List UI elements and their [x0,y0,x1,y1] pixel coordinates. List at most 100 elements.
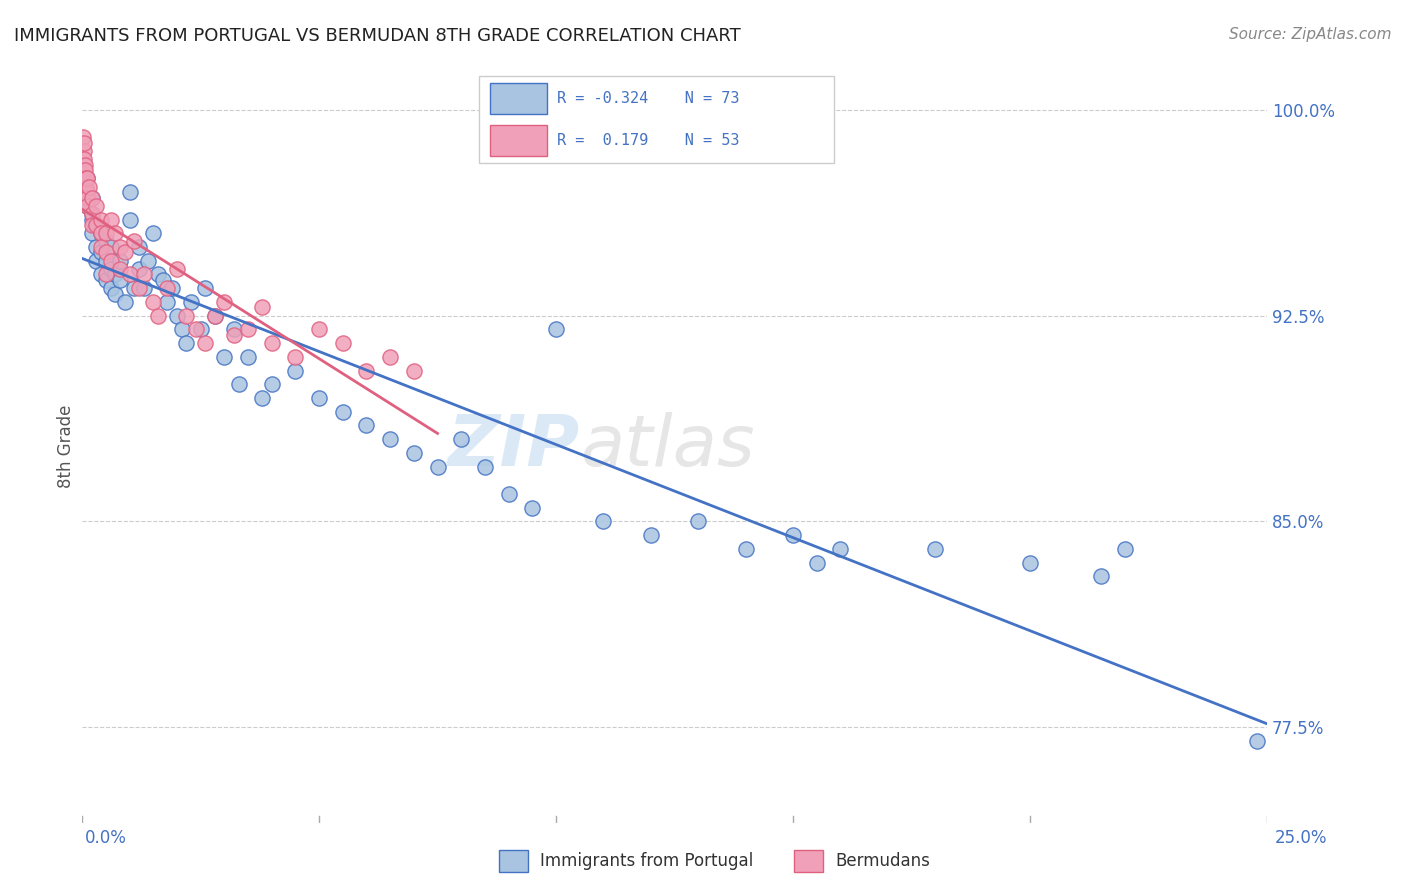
Point [94,245,117,260]
Point [108,253,131,268]
Point [76,199,98,213]
Point [73,152,96,166]
Point [214,350,236,364]
Point [152,273,174,287]
Point [90,245,112,260]
Point [544,322,567,336]
Text: Bermudans: Bermudans [835,852,929,870]
Point [332,405,354,419]
Point [76,190,98,204]
Point [236,350,259,364]
Text: IMMIGRANTS FROM PORTUGAL VS BERMUDAN 8TH GRADE CORRELATION CHART: IMMIGRANTS FROM PORTUGAL VS BERMUDAN 8TH… [14,27,741,45]
Point [77,179,100,194]
Point [250,391,273,405]
Point [128,261,150,276]
Point [128,281,150,295]
Point [194,336,217,351]
Point [86,218,108,232]
Point [80,207,103,221]
Point [72,130,94,145]
Point [73,136,96,150]
Point [80,207,103,221]
Point [146,309,169,323]
Point [94,235,117,249]
Point [156,294,179,309]
Point [80,190,103,204]
Point [94,253,117,268]
Point [72,144,94,158]
Point [80,212,103,227]
Point [184,322,207,336]
Point [75,179,97,194]
Point [100,212,122,227]
Point [132,281,155,295]
Point [118,268,141,282]
Point [380,432,402,446]
Point [160,281,183,295]
Point [332,336,354,351]
Point [104,268,127,282]
Point [90,226,112,240]
Point [830,541,852,556]
Point [260,336,283,351]
Point [80,226,103,240]
Point [94,273,117,287]
Point [128,240,150,254]
Point [90,268,112,282]
Point [806,556,828,570]
Point [222,327,245,342]
Point [118,185,141,199]
Text: atlas: atlas [579,411,755,481]
Point [122,281,145,295]
Point [104,226,127,240]
Point [170,322,193,336]
Point [356,363,378,377]
Point [100,253,122,268]
Point [402,446,425,460]
Point [86,218,108,232]
Point [114,245,136,260]
Point [76,185,98,199]
Point [122,235,145,249]
Point [284,350,307,364]
Point [108,240,131,254]
Point [90,212,112,227]
Point [76,185,98,199]
Point [142,226,165,240]
Point [104,286,127,301]
Text: 25.0%: 25.0% [1274,829,1327,847]
Point [640,528,662,542]
Point [924,541,946,556]
Point [100,281,122,295]
Point [236,322,259,336]
Point [194,281,217,295]
Point [782,528,804,542]
Point [75,163,97,178]
Point [142,294,165,309]
Point [118,212,141,227]
Point [426,459,449,474]
Point [1019,556,1042,570]
Point [592,515,614,529]
Point [108,261,131,276]
Point [308,322,330,336]
Point [108,273,131,287]
Point [204,309,226,323]
Point [146,268,169,282]
Point [228,377,250,392]
Point [402,363,425,377]
Point [114,294,136,309]
Point [138,253,160,268]
Point [204,309,226,323]
Point [734,541,756,556]
Point [1246,734,1268,748]
Point [250,301,273,315]
Point [75,171,97,186]
Point [190,322,212,336]
Point [222,322,245,336]
Point [688,515,710,529]
Text: 0.0%: 0.0% [84,829,127,847]
Point [156,281,179,295]
Y-axis label: 8th Grade: 8th Grade [58,404,75,488]
Text: Immigrants from Portugal: Immigrants from Portugal [540,852,754,870]
